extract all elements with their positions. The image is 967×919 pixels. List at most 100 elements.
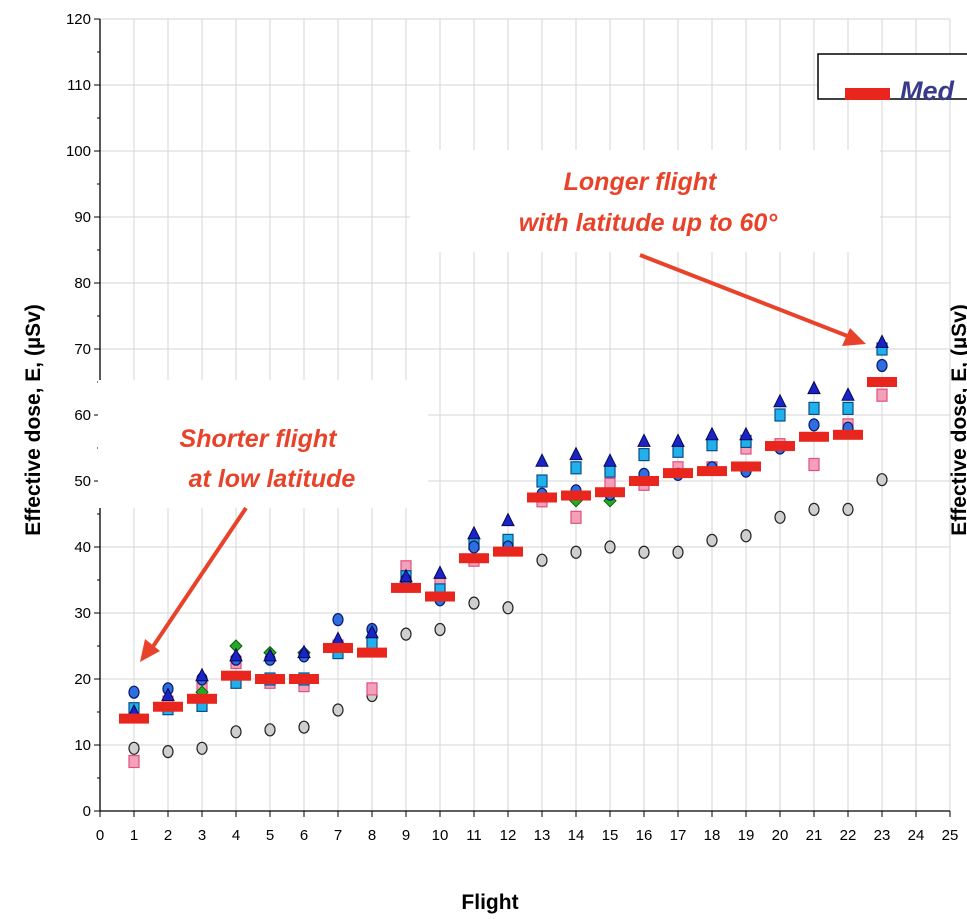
y-tick-label: 80 bbox=[74, 275, 91, 292]
x-tick-label: 22 bbox=[840, 827, 857, 844]
x-tick-label: 7 bbox=[334, 827, 342, 844]
marker-triangle bbox=[161, 687, 175, 701]
x-tick-label: 14 bbox=[568, 827, 585, 844]
y-tick-label: 50 bbox=[74, 473, 91, 490]
marker-triangle bbox=[467, 525, 481, 540]
marker-circle-grey bbox=[400, 627, 412, 641]
x-tick-label: 21 bbox=[806, 827, 823, 844]
x-tick-label: 24 bbox=[908, 827, 925, 844]
marker-circle-grey bbox=[332, 703, 344, 717]
marker-circle-grey bbox=[128, 741, 140, 755]
marker-circle-grey bbox=[774, 510, 786, 524]
marker-triangle bbox=[399, 568, 413, 583]
marker-triangle bbox=[603, 453, 617, 467]
marker-median-bar bbox=[119, 713, 149, 724]
x-tick-label: 4 bbox=[232, 827, 240, 844]
marker-median-bar bbox=[153, 701, 183, 712]
y-tick-label: 110 bbox=[67, 77, 91, 94]
marker-median-bar bbox=[187, 693, 217, 704]
marker-median-bar bbox=[595, 487, 625, 498]
marker-square-cyan bbox=[774, 408, 786, 422]
marker-circle bbox=[128, 685, 140, 699]
y-tick-label: 30 bbox=[74, 605, 91, 622]
marker-triangle bbox=[195, 667, 209, 682]
y-axis-title-right: Effective dose, E, (µSv) bbox=[948, 304, 967, 536]
marker-median-bar bbox=[323, 642, 353, 653]
marker-circle-grey bbox=[876, 473, 888, 487]
marker-square-cyan bbox=[672, 444, 684, 458]
x-tick-label: 9 bbox=[402, 827, 410, 844]
marker-square-pink bbox=[808, 457, 820, 472]
marker-square-cyan bbox=[604, 464, 616, 478]
marker-circle-grey bbox=[502, 601, 514, 615]
annotation-longer-line-1: Longer flight bbox=[564, 168, 718, 196]
marker-circle-grey bbox=[162, 744, 174, 759]
marker-median-bar bbox=[289, 674, 319, 684]
marker-median-bar bbox=[799, 431, 829, 442]
marker-median-bar bbox=[255, 674, 285, 684]
marker-circle bbox=[468, 540, 480, 554]
marker-circle bbox=[876, 358, 888, 373]
marker-median-bar bbox=[629, 476, 659, 486]
x-axis-title: Flight bbox=[461, 891, 518, 914]
marker-square-cyan bbox=[366, 636, 378, 650]
marker-triangle bbox=[841, 387, 855, 401]
x-tick-label: 11 bbox=[466, 827, 482, 844]
y-tick-label: 20 bbox=[74, 671, 91, 688]
annotation-shorter-arrowhead bbox=[140, 639, 160, 662]
marker-median-bar bbox=[493, 546, 523, 557]
marker-triangle bbox=[569, 446, 583, 461]
marker-circle-grey bbox=[740, 529, 752, 543]
marker-triangle bbox=[671, 433, 685, 447]
marker-square-pink bbox=[128, 754, 140, 769]
marker-square-cyan bbox=[808, 401, 820, 415]
x-tick-label: 10 bbox=[432, 827, 449, 844]
marker-square-cyan bbox=[842, 401, 854, 415]
marker-circle-grey bbox=[264, 723, 276, 737]
legend-box bbox=[817, 53, 967, 100]
x-tick-label: 12 bbox=[500, 827, 517, 844]
marker-square-cyan bbox=[638, 448, 650, 462]
marker-circle-grey bbox=[196, 741, 208, 755]
x-tick-label: 15 bbox=[602, 827, 619, 844]
marker-triangle bbox=[501, 512, 515, 527]
marker-median-bar bbox=[561, 490, 591, 501]
marker-triangle bbox=[365, 624, 379, 639]
marker-square-pink bbox=[366, 682, 378, 696]
marker-square-cyan bbox=[706, 438, 718, 452]
x-tick-label: 1 bbox=[130, 827, 138, 844]
marker-circle-grey bbox=[570, 545, 582, 559]
marker-square-pink bbox=[876, 388, 888, 402]
y-tick-label: 0 bbox=[83, 803, 91, 820]
x-tick-label: 17 bbox=[670, 827, 687, 844]
marker-circle-grey bbox=[298, 720, 310, 734]
annotation-longer-arrowhead bbox=[842, 328, 866, 346]
x-tick-label: 3 bbox=[198, 827, 206, 844]
x-tick-label: 0 bbox=[96, 827, 104, 844]
marker-circle-grey bbox=[604, 540, 616, 554]
marker-circle-grey bbox=[706, 533, 718, 548]
marker-triangle bbox=[739, 426, 753, 441]
marker-triangle bbox=[705, 426, 719, 441]
marker-triangle bbox=[263, 647, 277, 662]
y-tick-label: 70 bbox=[74, 341, 91, 358]
marker-median-bar bbox=[221, 670, 251, 681]
marker-median-bar bbox=[731, 461, 761, 472]
marker-circle-grey bbox=[672, 545, 684, 559]
marker-circle-grey bbox=[638, 545, 650, 559]
marker-triangle bbox=[535, 453, 549, 467]
y-tick-label: 40 bbox=[74, 539, 91, 556]
legend: Med bbox=[817, 53, 967, 106]
marker-circle-grey bbox=[230, 725, 242, 739]
x-tick-label: 18 bbox=[704, 827, 721, 844]
annotation-longer-background bbox=[410, 150, 880, 252]
annotation-longer-arrow bbox=[639, 253, 851, 339]
marker-triangle bbox=[229, 647, 243, 662]
legend-label-med: Med bbox=[900, 76, 955, 106]
x-tick-label: 16 bbox=[636, 827, 653, 844]
marker-triangle bbox=[773, 393, 787, 408]
marker-circle-grey bbox=[842, 502, 854, 516]
marker-square-cyan bbox=[570, 461, 582, 475]
series-layer bbox=[119, 334, 897, 769]
